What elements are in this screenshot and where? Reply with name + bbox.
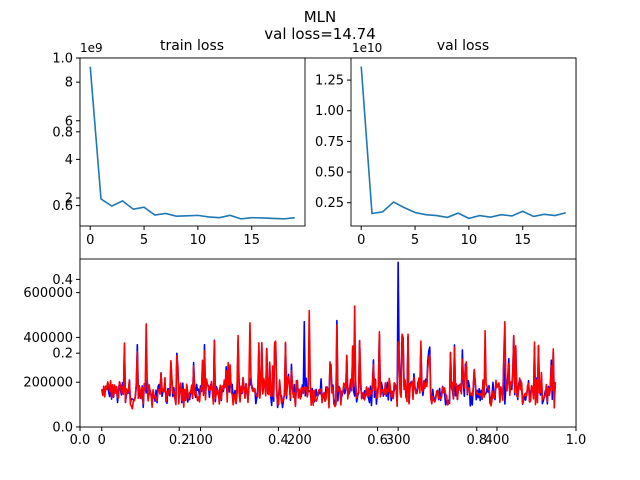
overlay-xtick-label: 0.2 <box>169 433 190 448</box>
panel-frame <box>350 57 577 227</box>
xtick-label: 0 <box>86 233 94 248</box>
ytick-label: 0.25 <box>315 196 344 211</box>
overlay-xtick-label: 0.0 <box>70 433 91 448</box>
ytick-label: 4 <box>65 153 73 168</box>
prediction-series-1 <box>100 305 557 410</box>
xtick-label: 10 <box>461 233 478 248</box>
ytick-label: 0.50 <box>315 166 344 181</box>
panel-background <box>351 58 576 226</box>
ytick-label: 2 <box>65 192 73 207</box>
ytick-label: 0.75 <box>315 135 344 150</box>
overlay-ytick-label: 0.6 <box>52 199 73 214</box>
loss-line <box>360 66 566 220</box>
ytick-label: 1.25 <box>315 74 344 89</box>
train-loss-panel: 0 5 10 15 2 4 6 8 train loss 1e9 <box>65 38 306 248</box>
xtick-label: 400 <box>485 433 510 448</box>
val-loss-panel: 0 5 10 15 0.25 0.50 0.75 1.00 1.25 val loss 1e10 <box>315 38 577 248</box>
xtick-label: 5 <box>411 233 419 248</box>
xtick-label: 0 <box>357 233 365 248</box>
ytick-label: 600000 <box>23 286 73 301</box>
xtick-label: 15 <box>514 233 531 248</box>
panel-background <box>80 58 305 226</box>
ytick-label: 400000 <box>23 331 73 346</box>
panel-frame <box>79 57 306 227</box>
xtick-label: 0 <box>98 433 106 448</box>
ytick-label: 8 <box>65 76 73 91</box>
xtick-label: 100 <box>188 433 213 448</box>
val-loss-title: val loss <box>437 38 489 54</box>
ytick-label: 6 <box>65 114 73 129</box>
overlay-xtick-label: 1.0 <box>566 433 587 448</box>
xtick-label: 15 <box>243 233 260 248</box>
figure-suptitle: MLN <box>304 8 337 26</box>
xtick-label: 200 <box>287 433 312 448</box>
overlay-ytick-label: 0.2 <box>52 347 73 362</box>
xtick-label: 300 <box>386 433 411 448</box>
xtick-label: 5 <box>140 233 148 248</box>
figure-subtitle: val loss=14.74 <box>264 25 376 43</box>
overlay-ytick-label: 0.0 <box>52 421 73 436</box>
overlay-ytick-label: 1.0 <box>52 52 73 67</box>
ytick-label: 1.00 <box>315 104 344 119</box>
train-offset-text: 1e9 <box>80 41 103 55</box>
overlay-xtick-label: 0.6 <box>367 433 388 448</box>
xtick-label: 10 <box>190 233 207 248</box>
panel-frame <box>79 258 577 428</box>
overlay-ytick-label: 0.4 <box>52 273 73 288</box>
val-offset-text: 1e10 <box>352 41 382 55</box>
overlay-axes: 0.0 0.2 0.4 0.6 0.8 1.0 0.0 0.2 0.4 0.6 0.8 1.0 <box>52 52 586 449</box>
overlay-xtick-label: 0.4 <box>268 433 289 448</box>
overlay-ytick-label: 0.8 <box>52 125 73 140</box>
train-loss-title: train loss <box>160 38 224 54</box>
prediction-panel: 0 100 200 300 400 200000 400000 600000 <box>23 258 577 448</box>
overlay-xtick-label: 0.8 <box>466 433 487 448</box>
ytick-label: 200000 <box>23 376 73 391</box>
loss-line <box>89 66 295 220</box>
